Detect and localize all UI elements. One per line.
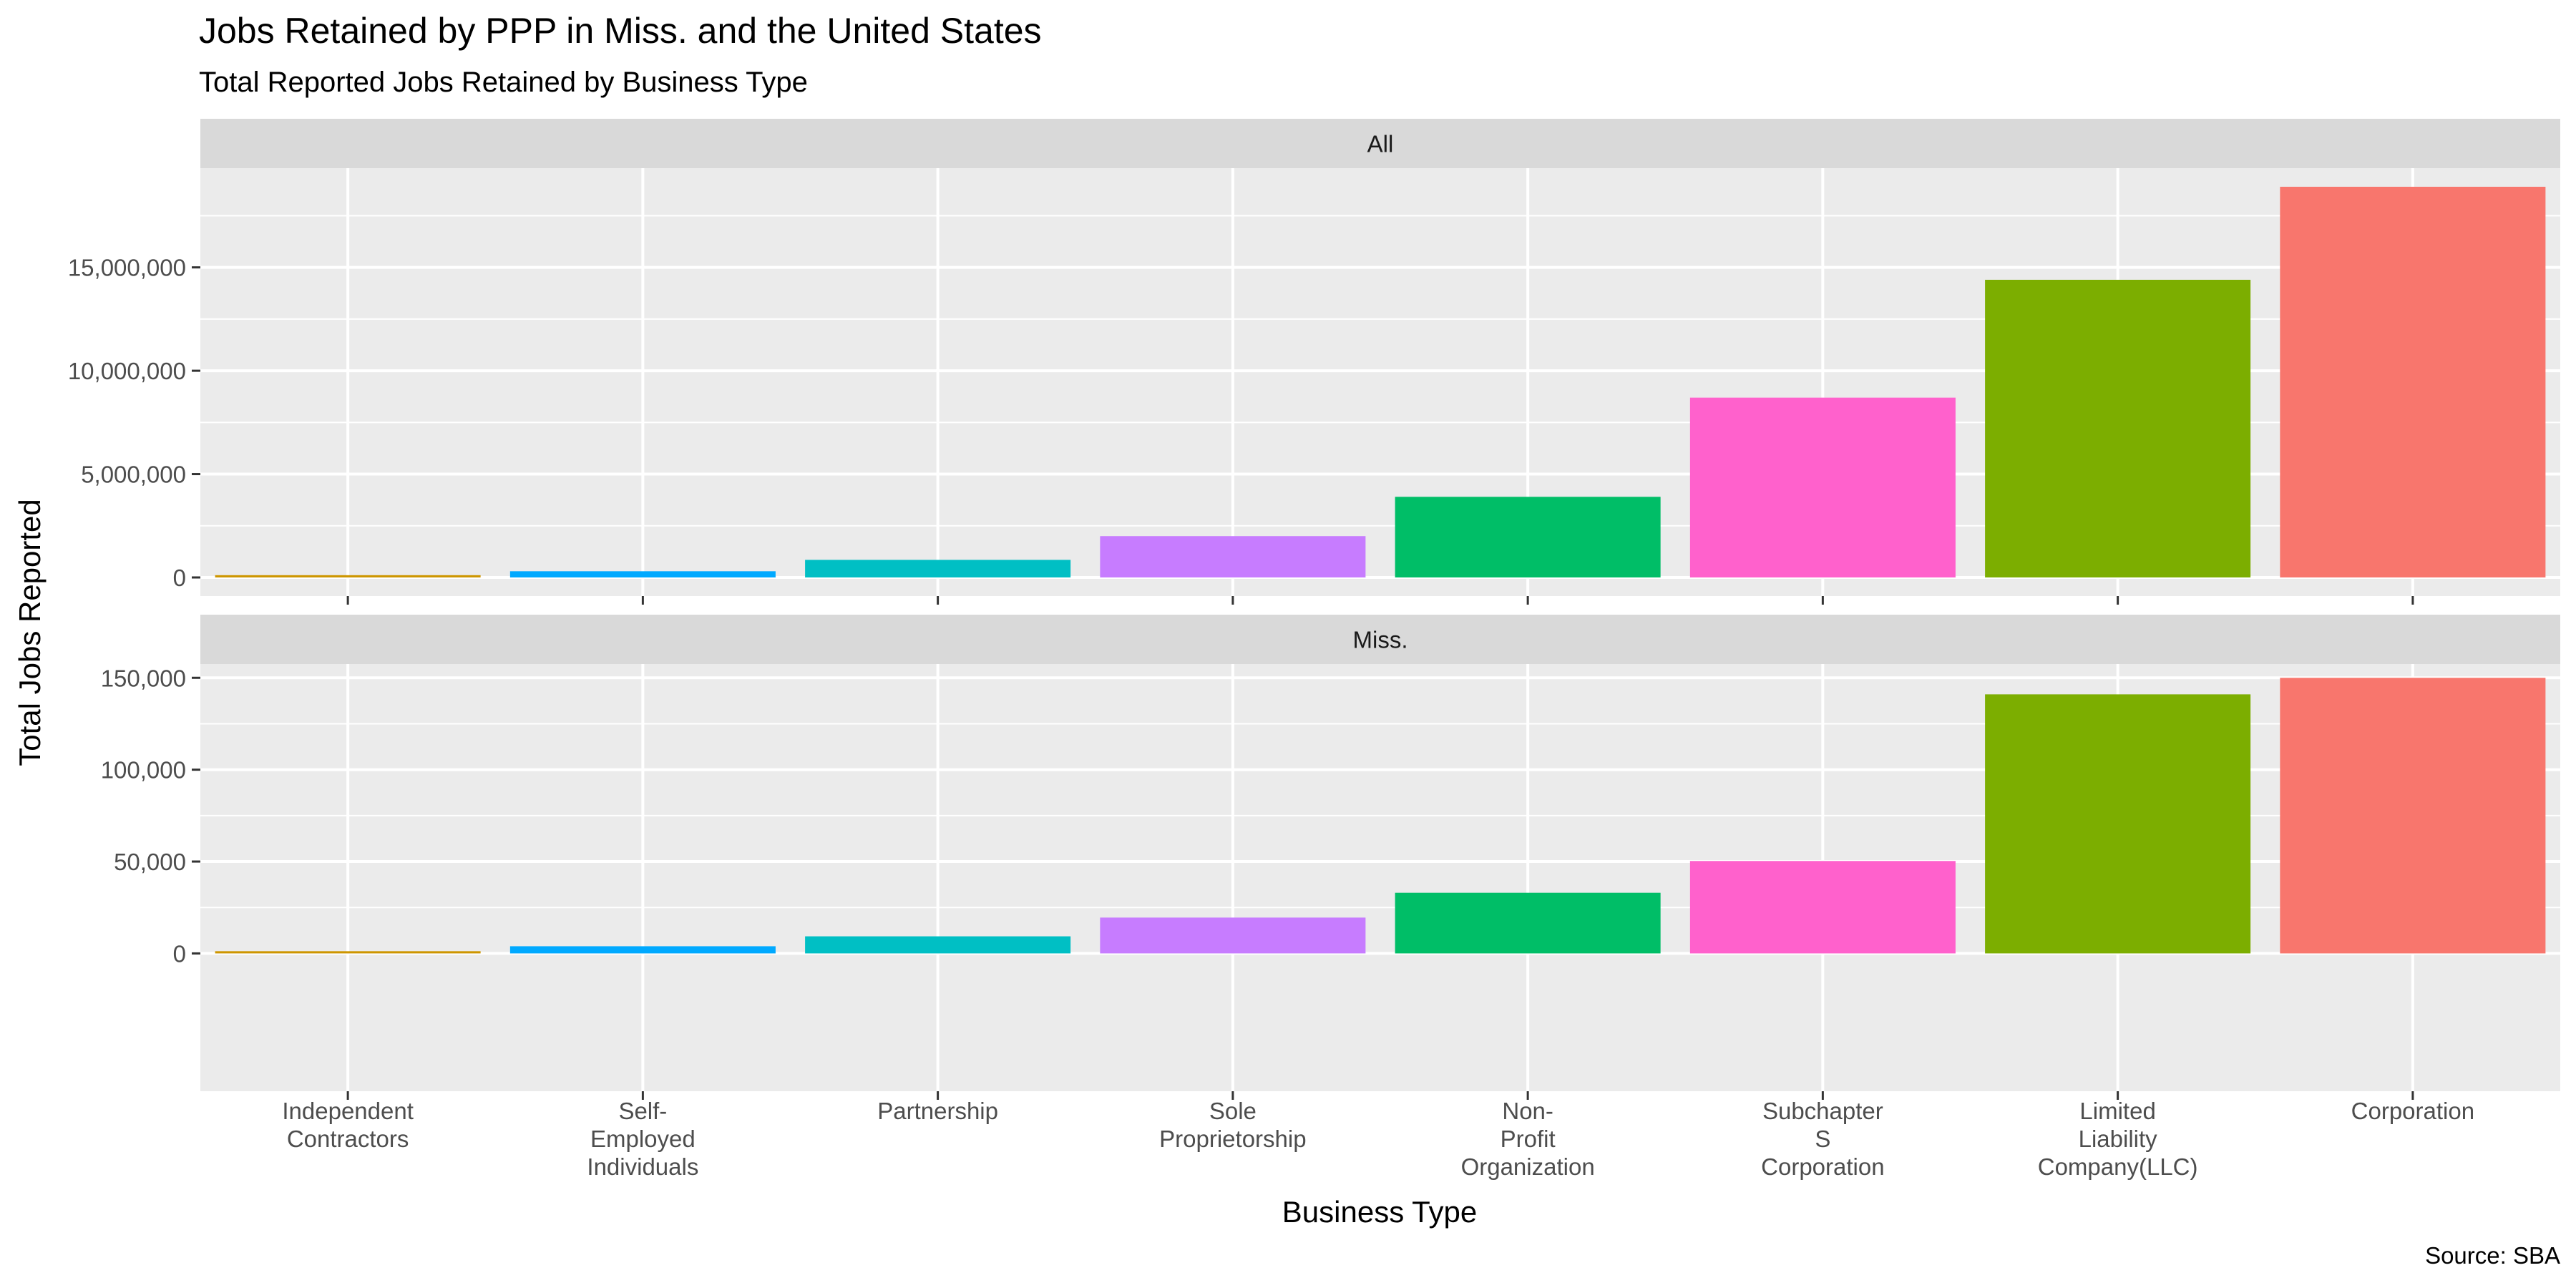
bar <box>2280 678 2546 954</box>
y-tick-label: 5,000,000 <box>81 462 186 488</box>
facet-panel: All 0 5,000,000 10,000,000 15,000,000 <box>68 119 2560 605</box>
y-tick-label: 150,000 <box>101 665 186 691</box>
facet-strip-label: Miss. <box>1353 627 1408 653</box>
bar <box>2280 187 2546 577</box>
y-tick-label: 0 <box>173 940 186 967</box>
facet-panels: All 0 5,000,000 10,000,000 15,000,000 Miss. 0 5… <box>68 119 2560 1100</box>
facet-panel: Miss. 0 50,000 100,000 150,000 <box>101 615 2560 1100</box>
chart-title: Jobs Retained by PPP in Miss. and the Un… <box>199 11 1042 51</box>
x-tick-label: Subchapter S Corporation <box>1761 1098 1884 1180</box>
bar <box>1985 694 2251 954</box>
bar <box>1689 861 1956 954</box>
bar <box>509 571 776 577</box>
y-axis-title: Total Jobs Reported <box>13 499 47 766</box>
y-tick-label: 10,000,000 <box>68 358 186 384</box>
facet-strip-label: All <box>1367 131 1394 157</box>
x-tick-label: Corporation <box>2351 1098 2474 1124</box>
x-tick-label: Non-Profit Organization <box>1461 1098 1595 1180</box>
y-tick-label: 100,000 <box>101 757 186 784</box>
chart-subtitle: Total Reported Jobs Retained by Business… <box>199 67 808 98</box>
x-tick-label: Sole Proprietorship <box>1159 1098 1306 1152</box>
bar <box>805 936 1071 954</box>
bar <box>1100 536 1366 577</box>
x-tick-label: Partnership <box>877 1098 998 1124</box>
y-tick-label: 15,000,000 <box>68 255 186 281</box>
facet-strip <box>200 119 2560 168</box>
y-tick-label: 50,000 <box>114 849 186 875</box>
y-tick-label: 0 <box>173 565 186 591</box>
bar <box>215 951 481 954</box>
x-tick-label: Self-Employed Individuals <box>587 1098 698 1180</box>
bar <box>1689 397 1956 577</box>
bar <box>1395 892 1661 954</box>
x-tick-labels: Independent Contractors Self-Employed Indiv… <box>282 1098 2474 1180</box>
facet-strip <box>200 615 2560 664</box>
source-caption: Source: SBA <box>2425 1242 2560 1269</box>
bar <box>509 946 776 954</box>
bar <box>1395 497 1661 577</box>
bar <box>1100 917 1366 954</box>
bar <box>215 575 481 577</box>
x-tick-label: Independent Contractors <box>282 1098 414 1152</box>
x-axis-title: Business Type <box>1282 1195 1477 1229</box>
bar <box>805 560 1071 577</box>
x-tick-label: Limited Liability Company(LLC) <box>2038 1098 2198 1180</box>
bar <box>1985 280 2251 577</box>
